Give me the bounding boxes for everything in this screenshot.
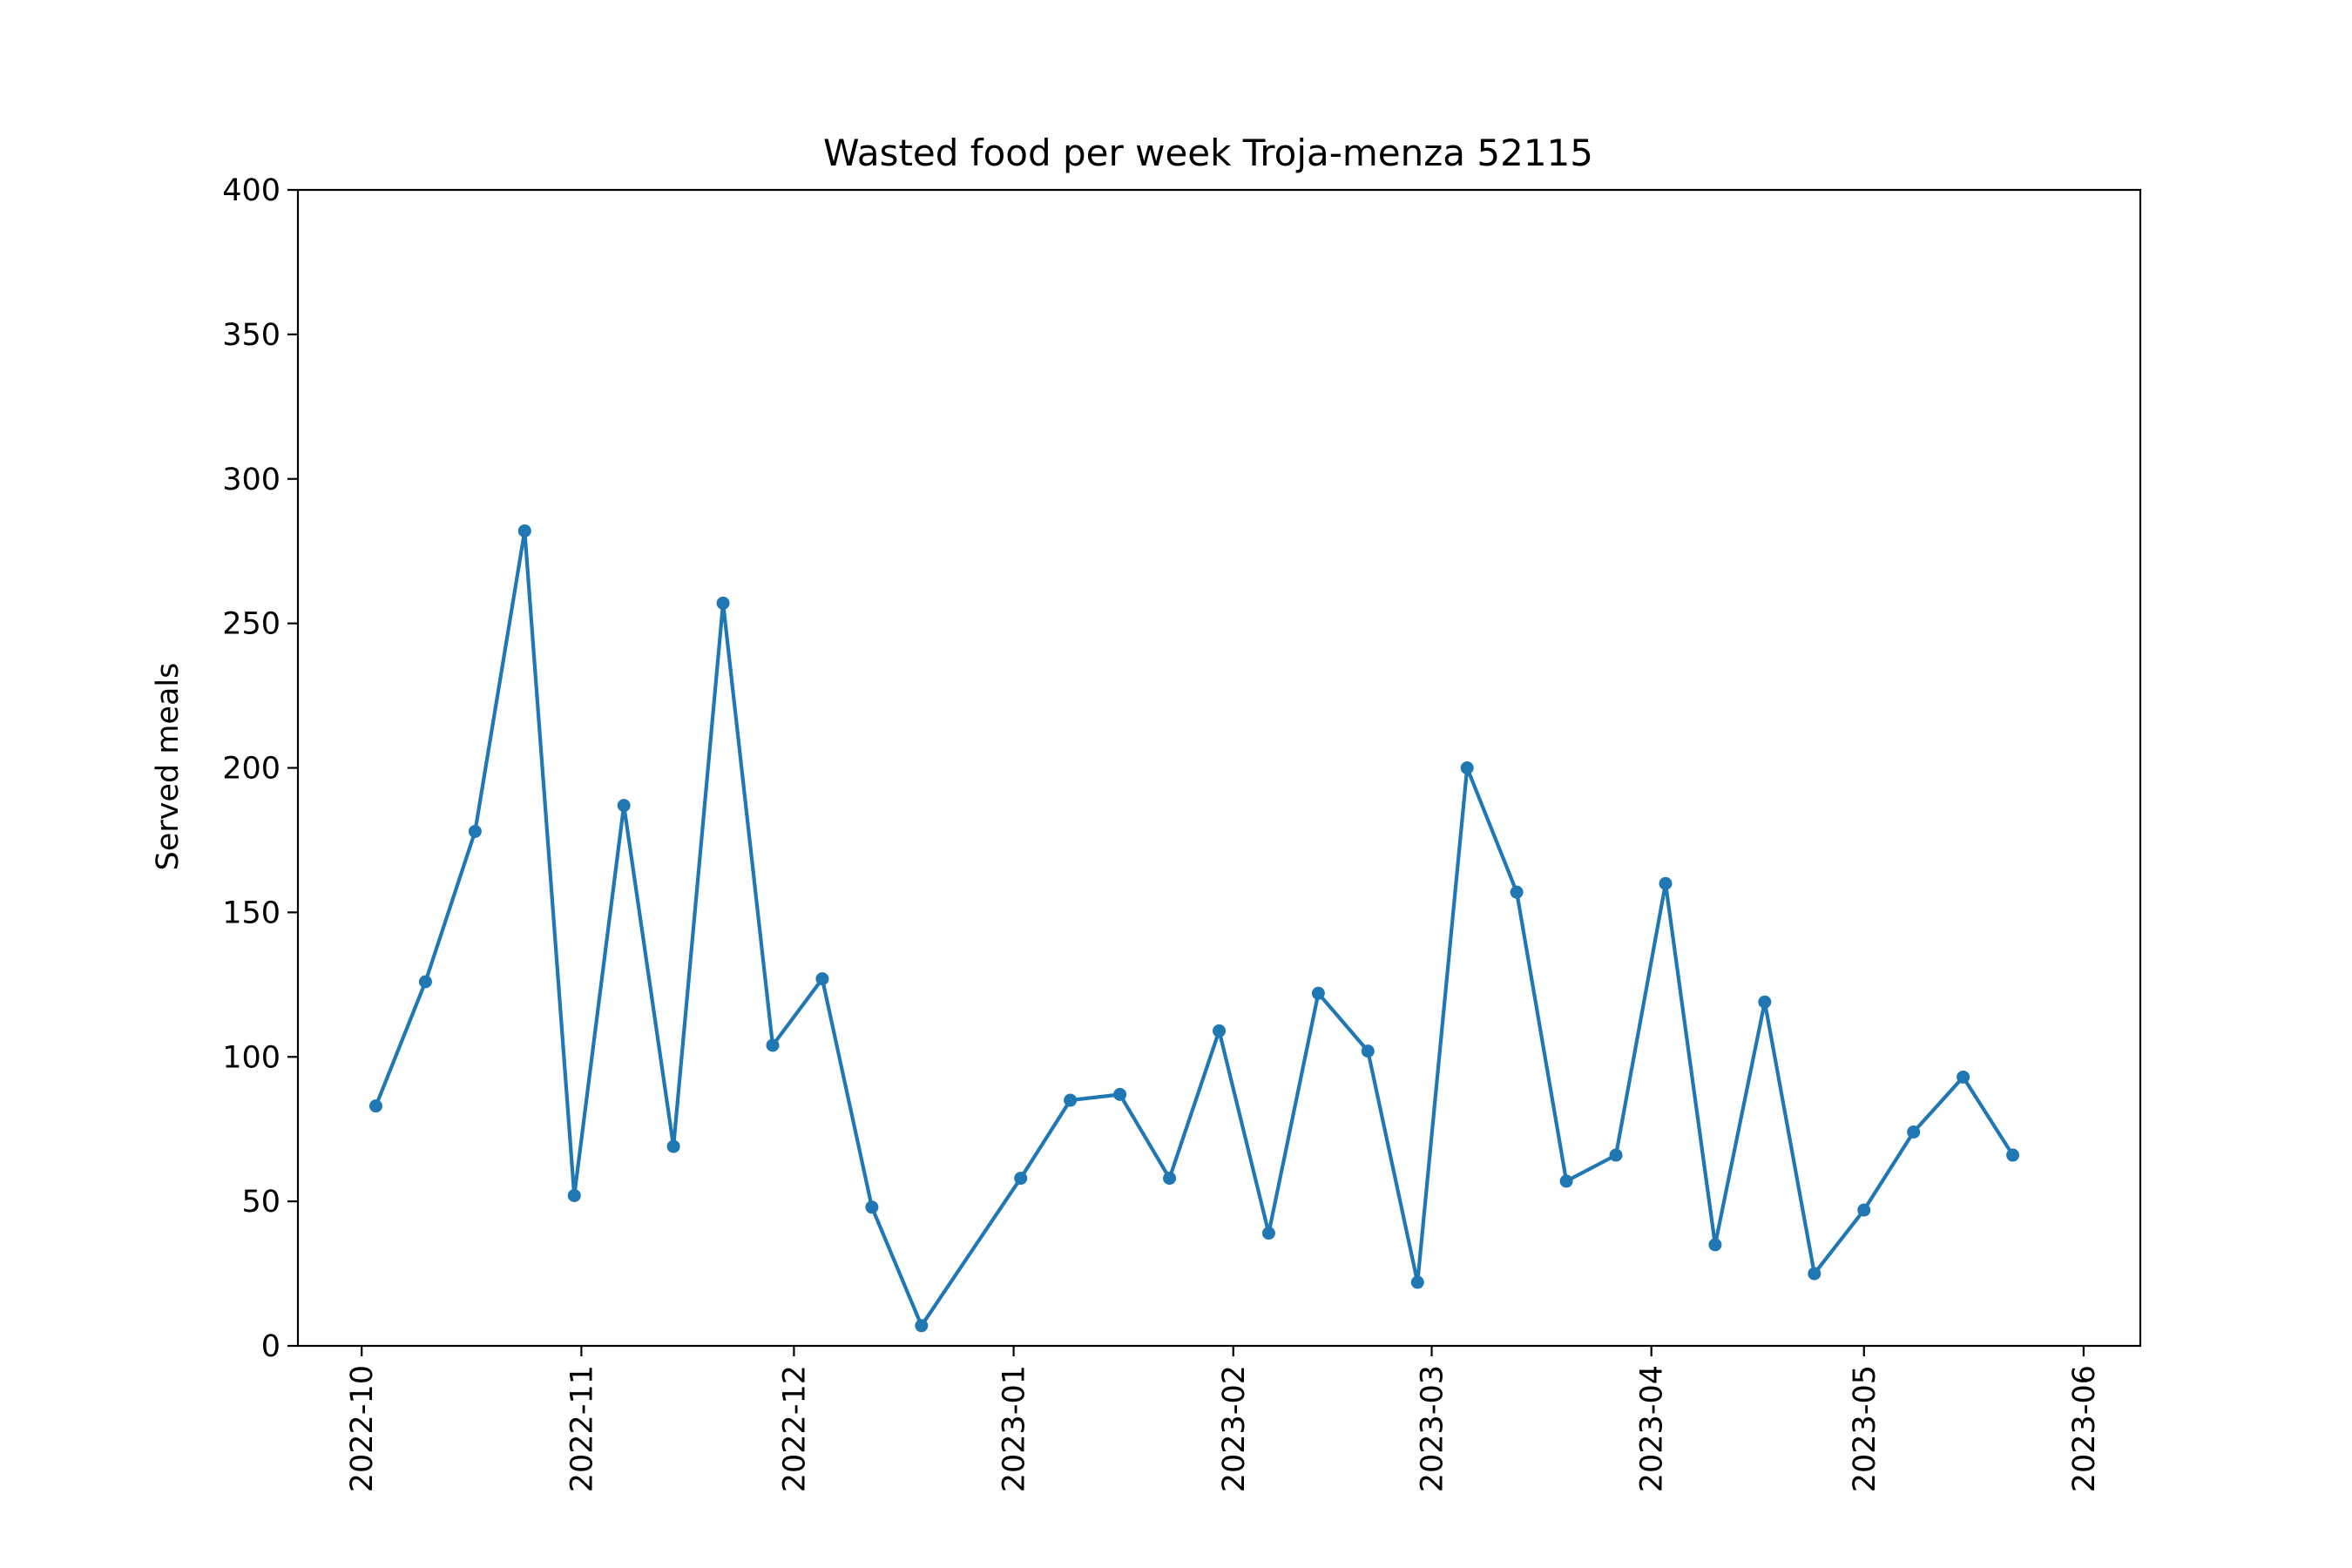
x-tick-label: 2022-11 [564, 1365, 599, 1492]
data-point [1808, 1267, 1821, 1281]
data-point [1609, 1148, 1623, 1162]
data-point [368, 1099, 382, 1113]
data-point [1708, 1238, 1722, 1252]
x-tick-label: 2022-10 [345, 1365, 380, 1492]
x-tick-label: 2023-05 [1848, 1365, 1882, 1492]
data-series [368, 524, 2020, 1333]
y-axis-label: Served meals [151, 663, 186, 871]
data-point [1559, 1174, 1573, 1188]
data-point [2006, 1148, 2020, 1162]
y-tick-label: 350 [222, 318, 280, 353]
data-point [1510, 885, 1524, 899]
data-point [418, 975, 432, 989]
data-point [1957, 1070, 1970, 1084]
data-point [716, 596, 730, 610]
data-point [1907, 1125, 1921, 1139]
x-tick-label: 2023-02 [1217, 1365, 1252, 1492]
x-tick-label: 2023-04 [1635, 1365, 1670, 1492]
data-point [666, 1139, 680, 1153]
x-tick-label: 2023-06 [2067, 1365, 2102, 1492]
data-point [1311, 986, 1325, 1000]
data-point [567, 1188, 581, 1202]
x-tick-label: 2023-01 [997, 1365, 1032, 1492]
data-point [1758, 995, 1772, 1009]
y-tick-label: 200 [222, 752, 280, 787]
y-tick-label: 150 [222, 896, 280, 930]
y-axis-ticks: 0 50 100 150 200 250 300 350 400 [222, 173, 298, 1364]
data-point [1163, 1172, 1177, 1186]
y-tick-label: 250 [222, 607, 280, 642]
x-tick-label: 2023-03 [1416, 1365, 1450, 1492]
data-point [915, 1319, 929, 1333]
data-point [1014, 1172, 1028, 1186]
data-point [468, 824, 482, 838]
data-point [1213, 1024, 1226, 1037]
data-point [766, 1038, 780, 1052]
data-point [815, 972, 829, 986]
data-point [1460, 761, 1474, 774]
data-point [1361, 1044, 1375, 1058]
data-point [1064, 1093, 1078, 1107]
data-point [865, 1200, 879, 1214]
x-tick-label: 2022-12 [777, 1365, 812, 1492]
data-point [1113, 1087, 1127, 1101]
y-tick-label: 300 [222, 463, 280, 497]
data-point [1261, 1227, 1275, 1240]
y-tick-label: 100 [222, 1040, 280, 1075]
chart-title: Wasted food per week Troja-menza 52115 [823, 132, 1593, 174]
x-axis-ticks: 2022-10 2022-11 2022-12 2023-01 2023-02 2023-… [345, 1346, 2102, 1492]
data-point [1857, 1203, 1871, 1217]
plot-area-frame [296, 188, 2142, 1348]
data-point [1659, 876, 1673, 890]
data-point [517, 524, 531, 537]
y-tick-label: 0 [261, 1329, 280, 1364]
y-tick-label: 50 [241, 1185, 280, 1220]
data-point [1410, 1275, 1424, 1289]
data-point [617, 799, 631, 813]
y-tick-label: 400 [222, 173, 280, 208]
